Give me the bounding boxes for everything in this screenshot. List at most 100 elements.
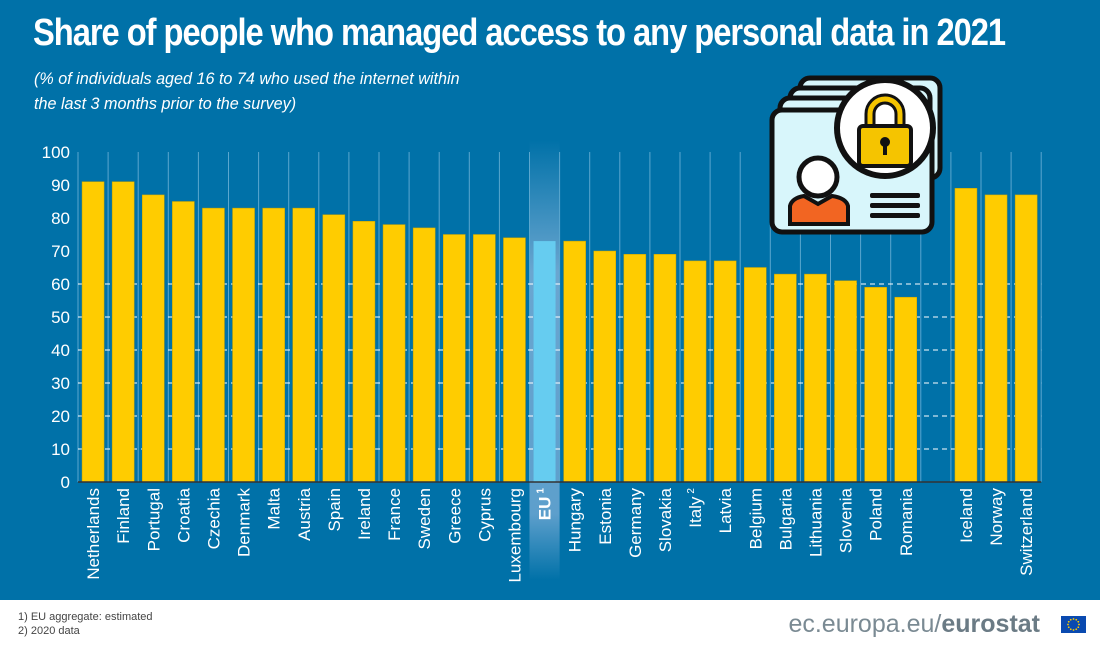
x-tick-label: Italy2 [686,488,705,528]
bar-norway [984,194,1008,483]
footnote-2: 2) 2020 data [18,625,80,637]
flag-star [1069,618,1072,621]
flag-star [1067,626,1070,629]
bar-iceland [954,188,978,483]
bar-switzerland [1014,194,1038,483]
flag-star [1075,618,1078,621]
bar-portugal [142,194,165,483]
flag-star [1072,629,1075,631]
bar-slovakia [653,254,677,483]
subtitle-line-2: the last 3 months prior to the survey) [34,94,297,113]
y-tick-label: 10 [51,440,70,459]
y-tick-label: 100 [42,143,70,162]
flag-star [1069,628,1072,631]
brand-prefix: ec.europa.eu/ [788,610,942,638]
bar-denmark [232,207,255,483]
flag-star [1067,620,1070,623]
x-tick-label: Portugal [144,488,163,551]
x-tick-label: Austria [295,487,314,540]
flag-star [1067,623,1069,626]
subtitle-line-1: (% of individuals aged 16 to 74 who used… [34,69,460,88]
y-axis: 0 10 20 30 40 50 60 70 80 90 100 [42,143,70,492]
y-tick-label: 50 [51,308,70,327]
x-tick-label: Hungary [566,488,585,553]
brand-name: eurostat [941,610,1040,638]
bar-cyprus [473,234,496,483]
x-tick-label: Netherlands [84,488,103,580]
bar-poland [864,287,887,483]
bar-eu [533,241,556,482]
bar-croatia [172,201,195,483]
chart-subtitle: (% of individuals aged 16 to 74 who used… [34,66,566,116]
x-tick-label: Latvia [716,487,735,533]
x-tick-label: Poland [867,488,886,541]
eurostat-link[interactable]: ec.europa.eu/eurostat [788,610,1040,639]
x-tick-label: Iceland [957,488,976,543]
x-axis: Netherlands Finland Portugal Croatia Czechia… [84,487,1036,582]
flag-star [1072,618,1075,620]
y-tick-label: 40 [51,341,70,360]
x-tick-label: Czechia [204,487,223,549]
bar-bulgaria [774,273,797,483]
chart-title: Share of people who managed access to an… [33,12,1006,54]
bar-belgium [744,267,767,483]
y-tick-label: 70 [51,242,70,261]
x-tick-label: Slovakia [656,487,675,552]
bar-finland [111,181,135,483]
x-tick-label: Bulgaria [776,487,795,550]
bar-malta [262,207,285,483]
x-tick-label: Finland [114,488,133,544]
x-tick-label: Estonia [596,487,615,544]
flag-star [1077,620,1080,623]
x-tick-label: Romania [897,487,916,556]
x-tick-label: Belgium [746,488,765,549]
x-tick-label: Lithuania [806,487,825,557]
x-tick-label: Spain [325,488,344,531]
bar-sweden [412,227,436,483]
bar-lithuania [804,273,827,483]
flag-star [1075,628,1078,631]
x-tick-label: Ireland [355,488,374,540]
y-tick-label: 20 [51,407,70,426]
footnote-1: 1) EU aggregate: estimated [18,611,153,623]
x-tick-label: France [385,488,404,541]
bar-hungary [563,240,586,483]
flag-star [1078,623,1080,626]
id-card-with-padlock-icon [769,75,943,235]
x-tick-label: Greece [445,488,464,544]
bar-spain [322,214,346,483]
bar-greece [443,234,466,483]
x-tick-label: Croatia [174,487,193,542]
bar-chart: 0 10 20 30 40 50 60 70 80 90 100 Netherlands Finlan… [42,75,1042,583]
bar-austria [292,207,315,483]
flag-star [1077,626,1080,629]
x-tick-label: Denmark [235,488,254,557]
bar-estonia [593,250,616,483]
bar-germany [623,254,647,483]
y-tick-label: 0 [61,473,70,492]
x-tick-label: Sweden [415,488,434,549]
y-tick-label: 80 [51,209,70,228]
y-tick-label: 30 [51,374,70,393]
bar-ireland [352,221,376,483]
x-tick-label: Norway [987,488,1006,546]
footnotes: 1) EU aggregate: estimated 2) 2020 data [18,610,153,638]
bar-latvia [713,260,737,483]
x-tick-label: Germany [626,488,645,558]
x-tick-label: Malta [265,487,284,529]
bar-france [382,224,406,483]
x-tick-label: Slovenia [837,487,856,553]
bar-luxembourg [503,237,526,483]
bar-slovenia [834,280,857,483]
bar-romania [894,296,917,483]
bar-netherlands [81,181,105,483]
eu-flag-icon [1061,616,1086,633]
x-tick-label: Luxembourg [505,488,524,583]
x-tick-label: Cyprus [475,488,494,542]
bar-czechia [202,207,225,483]
y-tick-label: 60 [51,275,70,294]
y-tick-label: 90 [51,176,70,195]
bar-italy [683,260,707,483]
x-tick-label: Switzerland [1017,488,1036,576]
bars [78,181,1042,483]
